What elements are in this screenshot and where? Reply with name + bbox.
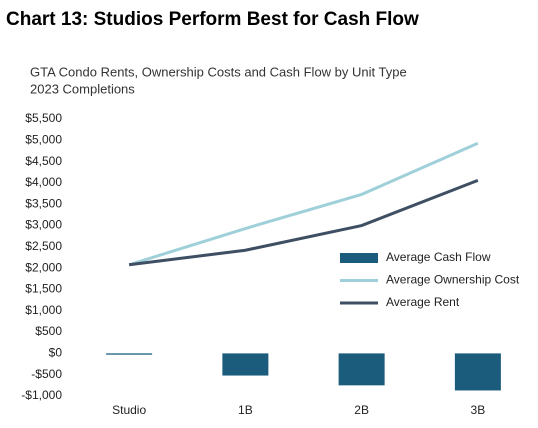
y-tick-label: -$500 <box>31 367 62 381</box>
bar <box>222 353 269 376</box>
y-tick-label: $2,000 <box>25 260 62 274</box>
legend-label: Average Ownership Cost <box>386 273 520 287</box>
y-tick-label: $5,000 <box>25 132 62 146</box>
x-tick-label: 2B <box>354 403 369 417</box>
y-tick-label: $4,500 <box>25 154 62 168</box>
y-tick-label: $3,500 <box>25 196 62 210</box>
y-tick-label: $1,500 <box>25 282 62 296</box>
chart-subtitle: 2023 Completions <box>30 81 135 96</box>
legend-label: Average Cash Flow <box>386 250 491 264</box>
y-tick-label: $3,000 <box>25 218 62 232</box>
bar <box>338 353 385 386</box>
legend-swatch <box>340 253 378 263</box>
x-tick-label: 1B <box>238 403 253 417</box>
y-tick-label: $1,000 <box>25 303 62 317</box>
bar <box>454 353 501 391</box>
x-tick-label: Studio <box>112 403 146 417</box>
y-tick-label: $5,500 <box>25 111 62 125</box>
legend-label: Average Rent <box>386 295 460 309</box>
y-tick-label: $0 <box>49 346 63 360</box>
y-tick-label: $500 <box>35 324 62 338</box>
x-tick-label: 3B <box>471 403 486 417</box>
line <box>128 141 479 267</box>
y-tick-label: $4,000 <box>25 175 62 189</box>
line <box>128 178 479 267</box>
y-tick-label: $2,500 <box>25 239 62 253</box>
chart-subtitle: GTA Condo Rents, Ownership Costs and Cas… <box>30 64 407 79</box>
y-tick-label: -$1,000 <box>21 388 62 402</box>
bar <box>106 353 153 355</box>
chart-title: Chart 13: Studios Perform Best for Cash … <box>6 9 419 30</box>
